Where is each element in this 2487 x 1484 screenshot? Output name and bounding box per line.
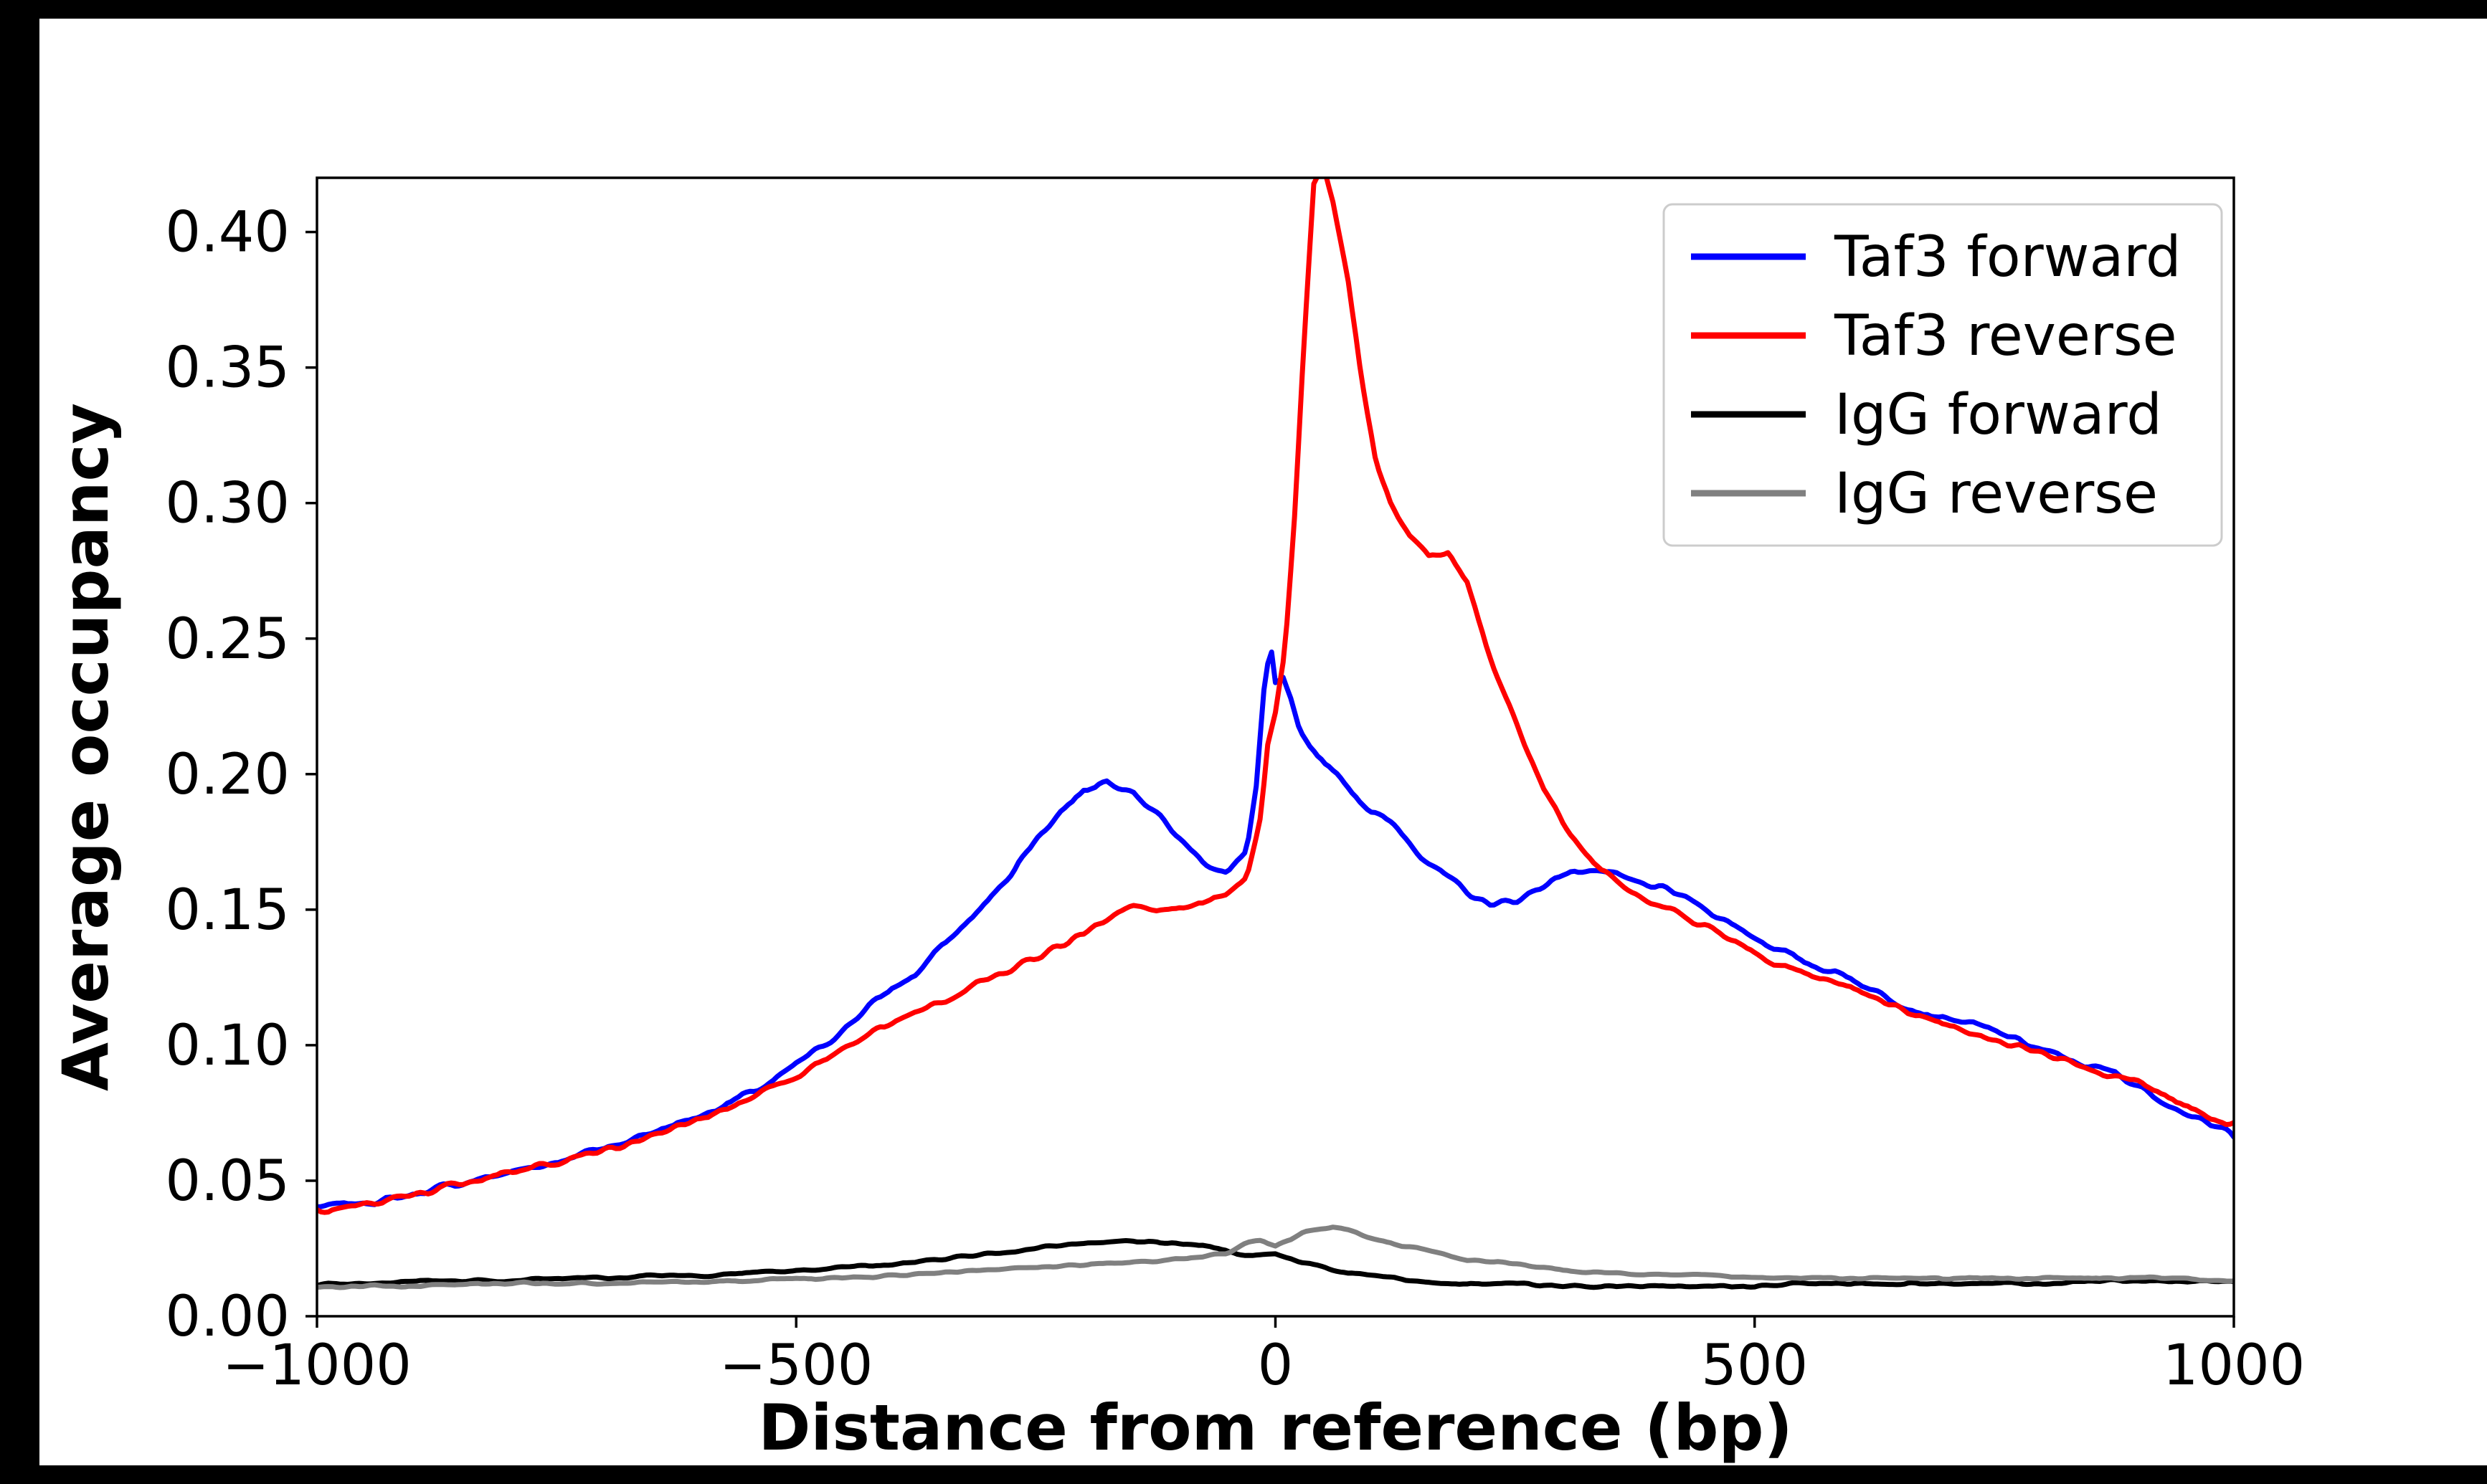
legend: Taf3 forward Taf3 reverse IgG forward IgG r… (1662, 203, 2223, 547)
y-tick-label: 0.20 (165, 743, 290, 807)
x-tick-label: −500 (719, 1333, 873, 1398)
y-tick-label: 0.00 (165, 1285, 290, 1349)
legend-label: Taf3 forward (1834, 225, 2181, 290)
legend-item-taf3-forward: Taf3 forward (1691, 225, 2181, 290)
legend-label: Taf3 reverse (1834, 304, 2177, 368)
series-line-igg-reverse (317, 1224, 2234, 1290)
y-axis-label: Average occupancy (49, 402, 123, 1092)
y-tick-label: 0.05 (165, 1149, 290, 1214)
legend-box (1662, 203, 2223, 547)
y-tick-label: 0.40 (165, 201, 290, 265)
legend-item-taf3-reverse: Taf3 reverse (1691, 304, 2177, 368)
x-tick-label: −1000 (222, 1333, 412, 1398)
legend-item-igg-reverse: IgG reverse (1691, 462, 2158, 526)
legend-item-igg-forward: IgG forward (1691, 383, 2162, 447)
legend-label: IgG reverse (1834, 462, 2158, 526)
x-axis-label: Distance from reference (bp) (758, 1391, 1793, 1465)
series-line-taf3-reverse (317, 178, 2234, 1215)
y-tick-label: 0.35 (165, 336, 290, 401)
legend-label: IgG forward (1834, 383, 2162, 447)
y-tick-label: 0.25 (165, 607, 290, 672)
series-line-taf3-forward (317, 650, 2234, 1209)
y-tick-label: 0.30 (165, 472, 290, 536)
x-tick-label: 0 (1258, 1333, 1294, 1398)
axis-ticks: −1000 −500 0 500 1000 0.00 0.05 0.10 0.15 0.20 0.2… (165, 201, 2305, 1398)
series-line-igg-forward (317, 1238, 2234, 1290)
y-tick-label: 0.10 (165, 1014, 290, 1078)
x-tick-label: 500 (1701, 1333, 1808, 1398)
x-tick-label: 1000 (2163, 1333, 2306, 1398)
y-tick-label: 0.15 (165, 878, 290, 943)
series-lines (317, 178, 2234, 1290)
